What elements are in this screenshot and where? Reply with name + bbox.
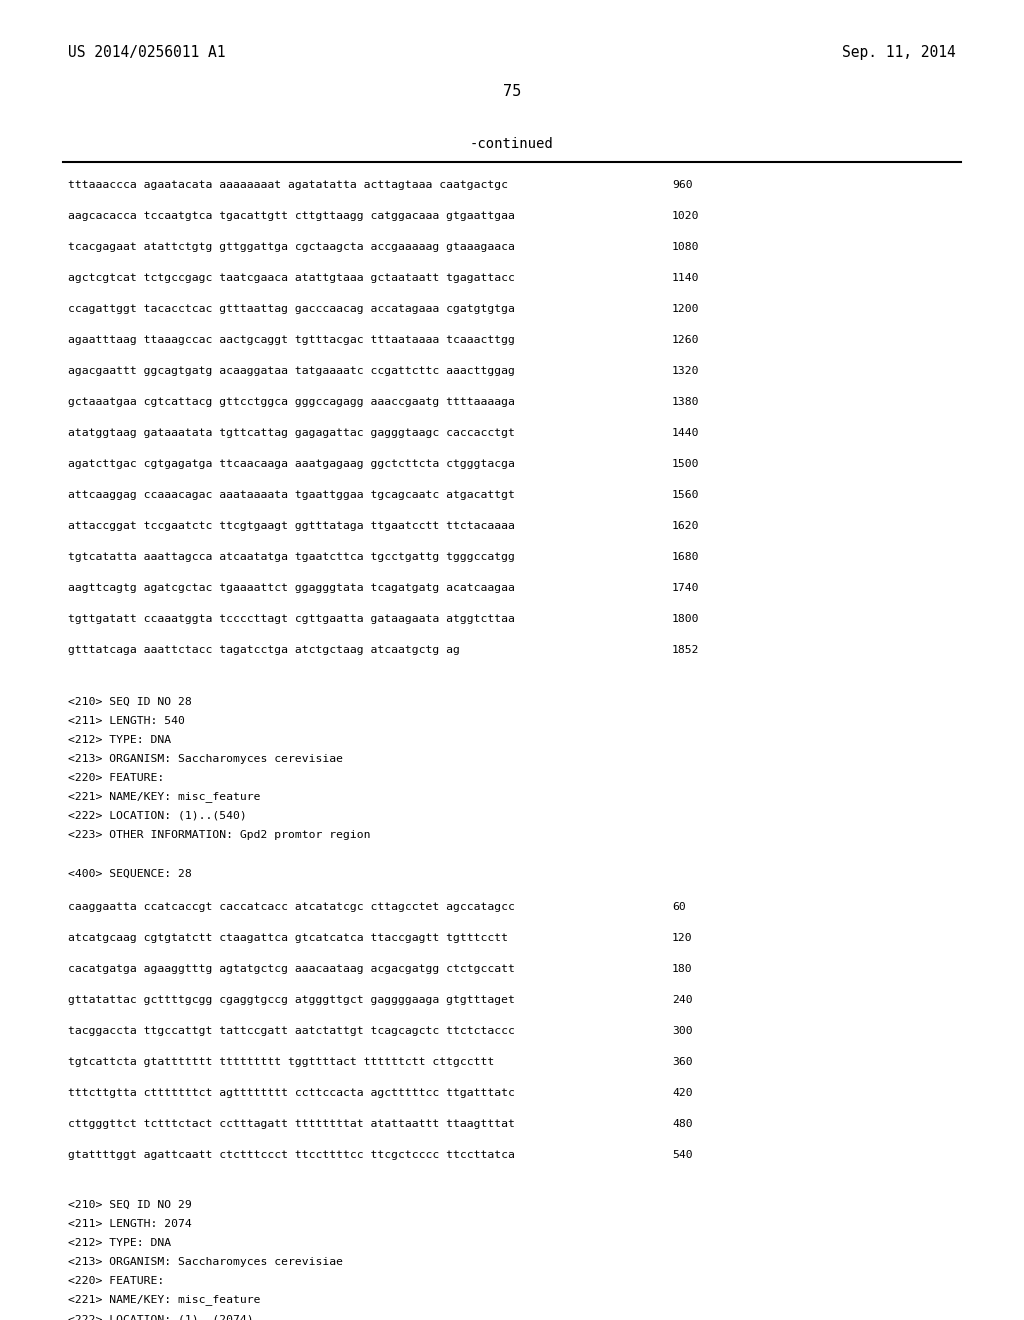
Text: tgtcattcta gtattttttt ttttttttt tggttttact ttttttctt cttgccttt: tgtcattcta gtattttttt ttttttttt tggtttta…: [68, 1057, 495, 1067]
Text: 1620: 1620: [672, 521, 699, 531]
Text: tttcttgtta ctttttttct agtttttttt ccttccacta agctttttcc ttgatttatc: tttcttgtta ctttttttct agtttttttt ccttcca…: [68, 1088, 515, 1098]
Text: 1380: 1380: [672, 397, 699, 407]
Text: -continued: -continued: [470, 137, 554, 150]
Text: <220> FEATURE:: <220> FEATURE:: [68, 1276, 164, 1286]
Text: aagcacacca tccaatgtca tgacattgtt cttgttaagg catggacaaa gtgaattgaa: aagcacacca tccaatgtca tgacattgtt cttgtta…: [68, 211, 515, 220]
Text: gtttatcaga aaattctacc tagatcctga atctgctaag atcaatgctg ag: gtttatcaga aaattctacc tagatcctga atctgct…: [68, 645, 460, 655]
Text: Sep. 11, 2014: Sep. 11, 2014: [843, 45, 956, 59]
Text: agatcttgac cgtgagatga ttcaacaaga aaatgagaag ggctcttcta ctgggtacga: agatcttgac cgtgagatga ttcaacaaga aaatgag…: [68, 459, 515, 469]
Text: 1800: 1800: [672, 614, 699, 624]
Text: 120: 120: [672, 933, 692, 942]
Text: 1740: 1740: [672, 583, 699, 593]
Text: 960: 960: [672, 180, 692, 190]
Text: aagttcagtg agatcgctac tgaaaattct ggagggtata tcagatgatg acatcaagaa: aagttcagtg agatcgctac tgaaaattct ggagggt…: [68, 583, 515, 593]
Text: <211> LENGTH: 540: <211> LENGTH: 540: [68, 715, 185, 726]
Text: tacggaccta ttgccattgt tattccgatt aatctattgt tcagcagctc ttctctaccc: tacggaccta ttgccattgt tattccgatt aatctat…: [68, 1026, 515, 1036]
Text: <221> NAME/KEY: misc_feature: <221> NAME/KEY: misc_feature: [68, 792, 260, 803]
Text: <210> SEQ ID NO 28: <210> SEQ ID NO 28: [68, 697, 191, 708]
Text: 1020: 1020: [672, 211, 699, 220]
Text: <400> SEQUENCE: 28: <400> SEQUENCE: 28: [68, 869, 191, 879]
Text: tgttgatatt ccaaatggta tccccttagt cgttgaatta gataagaata atggtcttaa: tgttgatatt ccaaatggta tccccttagt cgttgaa…: [68, 614, 515, 624]
Text: 75: 75: [503, 84, 521, 99]
Text: gttatattac gcttttgcgg cgaggtgccg atgggttgct gaggggaaga gtgtttaget: gttatattac gcttttgcgg cgaggtgccg atgggtt…: [68, 995, 515, 1005]
Text: caaggaatta ccatcaccgt caccatcacc atcatatcgc cttagcctet agccatagcc: caaggaatta ccatcaccgt caccatcacc atcatat…: [68, 902, 515, 912]
Text: US 2014/0256011 A1: US 2014/0256011 A1: [68, 45, 225, 59]
Text: 1080: 1080: [672, 242, 699, 252]
Text: <222> LOCATION: (1)..(2074): <222> LOCATION: (1)..(2074): [68, 1313, 254, 1320]
Text: 1560: 1560: [672, 490, 699, 500]
Text: <212> TYPE: DNA: <212> TYPE: DNA: [68, 1238, 171, 1247]
Text: 420: 420: [672, 1088, 692, 1098]
Text: 1320: 1320: [672, 366, 699, 376]
Text: agaatttaag ttaaagccac aactgcaggt tgtttacgac tttaataaaa tcaaacttgg: agaatttaag ttaaagccac aactgcaggt tgtttac…: [68, 335, 515, 345]
Text: 180: 180: [672, 964, 692, 974]
Text: <220> FEATURE:: <220> FEATURE:: [68, 774, 164, 783]
Text: <212> TYPE: DNA: <212> TYPE: DNA: [68, 735, 171, 744]
Text: 1260: 1260: [672, 335, 699, 345]
Text: atatggtaag gataaatata tgttcattag gagagattac gagggtaagc caccacctgt: atatggtaag gataaatata tgttcattag gagagat…: [68, 428, 515, 438]
Text: 240: 240: [672, 995, 692, 1005]
Text: <223> OTHER INFORMATION: Gpd2 promtor region: <223> OTHER INFORMATION: Gpd2 promtor re…: [68, 830, 371, 840]
Text: <213> ORGANISM: Saccharomyces cerevisiae: <213> ORGANISM: Saccharomyces cerevisiae: [68, 1257, 343, 1267]
Text: tcacgagaat atattctgtg gttggattga cgctaagcta accgaaaaag gtaaagaaca: tcacgagaat atattctgtg gttggattga cgctaag…: [68, 242, 515, 252]
Text: tttaaaccca agaatacata aaaaaaaat agatatatta acttagtaaa caatgactgc: tttaaaccca agaatacata aaaaaaaat agatatat…: [68, 180, 508, 190]
Text: <211> LENGTH: 2074: <211> LENGTH: 2074: [68, 1218, 191, 1229]
Text: cttgggttct tctttctact cctttagatt ttttttttat atattaattt ttaagtttat: cttgggttct tctttctact cctttagatt ttttttt…: [68, 1119, 515, 1129]
Text: 480: 480: [672, 1119, 692, 1129]
Text: 1440: 1440: [672, 428, 699, 438]
Text: gtattttggt agattcaatt ctctttccct ttccttttcc ttcgctcccc ttccttatca: gtattttggt agattcaatt ctctttccct ttccttt…: [68, 1150, 515, 1160]
Text: ccagattggt tacacctcac gtttaattag gacccaacag accatagaaa cgatgtgtga: ccagattggt tacacctcac gtttaattag gacccaa…: [68, 304, 515, 314]
Text: 300: 300: [672, 1026, 692, 1036]
Text: 1140: 1140: [672, 273, 699, 282]
Text: <221> NAME/KEY: misc_feature: <221> NAME/KEY: misc_feature: [68, 1295, 260, 1305]
Text: gctaaatgaa cgtcattacg gttcctggca gggccagagg aaaccgaatg ttttaaaaga: gctaaatgaa cgtcattacg gttcctggca gggccag…: [68, 397, 515, 407]
Text: 60: 60: [672, 902, 686, 912]
Text: 1200: 1200: [672, 304, 699, 314]
Text: tgtcatatta aaattagcca atcaatatga tgaatcttca tgcctgattg tgggccatgg: tgtcatatta aaattagcca atcaatatga tgaatct…: [68, 552, 515, 562]
Text: atcatgcaag cgtgtatctt ctaagattca gtcatcatca ttaccgagtt tgtttcctt: atcatgcaag cgtgtatctt ctaagattca gtcatca…: [68, 933, 508, 942]
Text: attaccggat tccgaatctc ttcgtgaagt ggtttataga ttgaatcctt ttctacaaaa: attaccggat tccgaatctc ttcgtgaagt ggtttat…: [68, 521, 515, 531]
Text: agctcgtcat tctgccgagc taatcgaaca atattgtaaa gctaataatt tgagattacc: agctcgtcat tctgccgagc taatcgaaca atattgt…: [68, 273, 515, 282]
Text: 540: 540: [672, 1150, 692, 1160]
Text: <213> ORGANISM: Saccharomyces cerevisiae: <213> ORGANISM: Saccharomyces cerevisiae: [68, 754, 343, 764]
Text: 360: 360: [672, 1057, 692, 1067]
Text: 1680: 1680: [672, 552, 699, 562]
Text: <222> LOCATION: (1)..(540): <222> LOCATION: (1)..(540): [68, 810, 247, 821]
Text: <210> SEQ ID NO 29: <210> SEQ ID NO 29: [68, 1200, 191, 1210]
Text: agacgaattt ggcagtgatg acaaggataa tatgaaaatc ccgattcttc aaacttggag: agacgaattt ggcagtgatg acaaggataa tatgaaa…: [68, 366, 515, 376]
Text: 1500: 1500: [672, 459, 699, 469]
Text: cacatgatga agaaggtttg agtatgctcg aaacaataag acgacgatgg ctctgccatt: cacatgatga agaaggtttg agtatgctcg aaacaat…: [68, 964, 515, 974]
Text: 1852: 1852: [672, 645, 699, 655]
Text: attcaaggag ccaaacagac aaataaaata tgaattggaa tgcagcaatc atgacattgt: attcaaggag ccaaacagac aaataaaata tgaattg…: [68, 490, 515, 500]
